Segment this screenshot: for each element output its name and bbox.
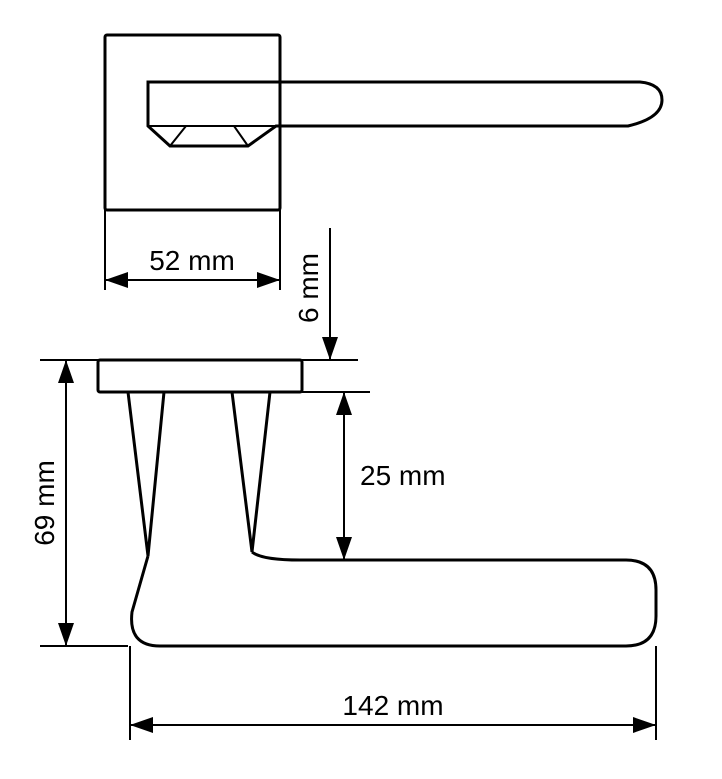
facet-line-2: [234, 126, 248, 146]
lever-side-outline: [132, 552, 656, 646]
facet-line-1: [170, 126, 186, 146]
dim-142mm: 142 mm: [130, 646, 656, 740]
side-view: [98, 360, 656, 646]
rose-plate: [105, 35, 280, 210]
dim-142mm-label: 142 mm: [342, 690, 443, 721]
dim-52mm-label: 52 mm: [149, 245, 235, 276]
dim-69mm: 69 mm: [29, 360, 128, 646]
dim-6mm-label: 6 mm: [293, 253, 324, 323]
lever-top-outline: [148, 82, 662, 146]
dim-25mm-label: 25 mm: [360, 460, 446, 491]
dim-69mm-label: 69 mm: [29, 460, 60, 546]
dim-25mm: 25 mm: [302, 392, 446, 560]
technical-drawing: 52 mm 6 mm 25 mm 69 mm: [0, 0, 722, 779]
dim-52mm: 52 mm: [105, 210, 280, 290]
neck-left: [128, 392, 164, 556]
rose-plate-side: [98, 360, 302, 392]
neck-right: [232, 392, 270, 552]
top-view: [105, 35, 662, 210]
